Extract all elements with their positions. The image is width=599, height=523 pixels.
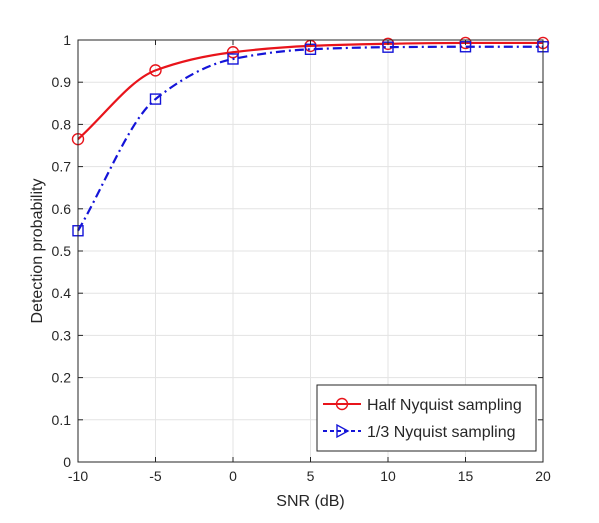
x-tick-label: -10 bbox=[68, 468, 88, 484]
y-tick-label: 0.4 bbox=[52, 285, 72, 301]
data-point-marker bbox=[149, 93, 162, 105]
y-tick-label: 0 bbox=[63, 454, 71, 470]
x-tick-label: 0 bbox=[229, 468, 237, 484]
legend-item: Half Nyquist sampling bbox=[323, 397, 522, 414]
legend-label: Half Nyquist sampling bbox=[367, 397, 522, 414]
y-tick-label: 0.6 bbox=[52, 201, 72, 217]
data-point-marker bbox=[226, 46, 240, 59]
x-tick-label: 5 bbox=[307, 468, 315, 484]
y-tick-label: 0.5 bbox=[52, 243, 72, 259]
y-tick-label: 0.9 bbox=[52, 74, 72, 90]
ticks: -10 -5 0 5 10 15 20 0 0.1 0.2 0.3 0.4 0.5 0.6 0.7 0.8 0.… bbox=[52, 32, 551, 484]
x-tick-label: 20 bbox=[535, 468, 551, 484]
legend-marker bbox=[335, 397, 349, 411]
x-axis-label: SNR (dB) bbox=[276, 493, 344, 510]
legend: Half Nyquist sampling 1/3 Nyquist samplin… bbox=[316, 384, 537, 452]
data-point-marker bbox=[227, 53, 239, 65]
x-tick-label: 15 bbox=[458, 468, 474, 484]
y-tick-label: 0.3 bbox=[52, 327, 72, 343]
y-axis-label: Detection probability bbox=[29, 179, 46, 324]
x-tick-label: 10 bbox=[380, 468, 396, 484]
y-tick-label: 0.8 bbox=[52, 116, 72, 132]
legend-item: 1/3 Nyquist sampling bbox=[323, 423, 516, 441]
y-tick-label: 0.2 bbox=[52, 370, 72, 386]
data-point-marker bbox=[149, 64, 162, 77]
series-line bbox=[77, 45, 544, 232]
legend-label: 1/3 Nyquist sampling bbox=[367, 424, 516, 441]
y-tick-label: 0.7 bbox=[52, 159, 72, 175]
y-tick-label: 1 bbox=[63, 32, 71, 48]
legend-marker bbox=[336, 423, 350, 439]
x-tick-label: -5 bbox=[149, 468, 162, 484]
y-tick-label: 0.1 bbox=[52, 412, 72, 428]
legend-box bbox=[316, 384, 537, 452]
